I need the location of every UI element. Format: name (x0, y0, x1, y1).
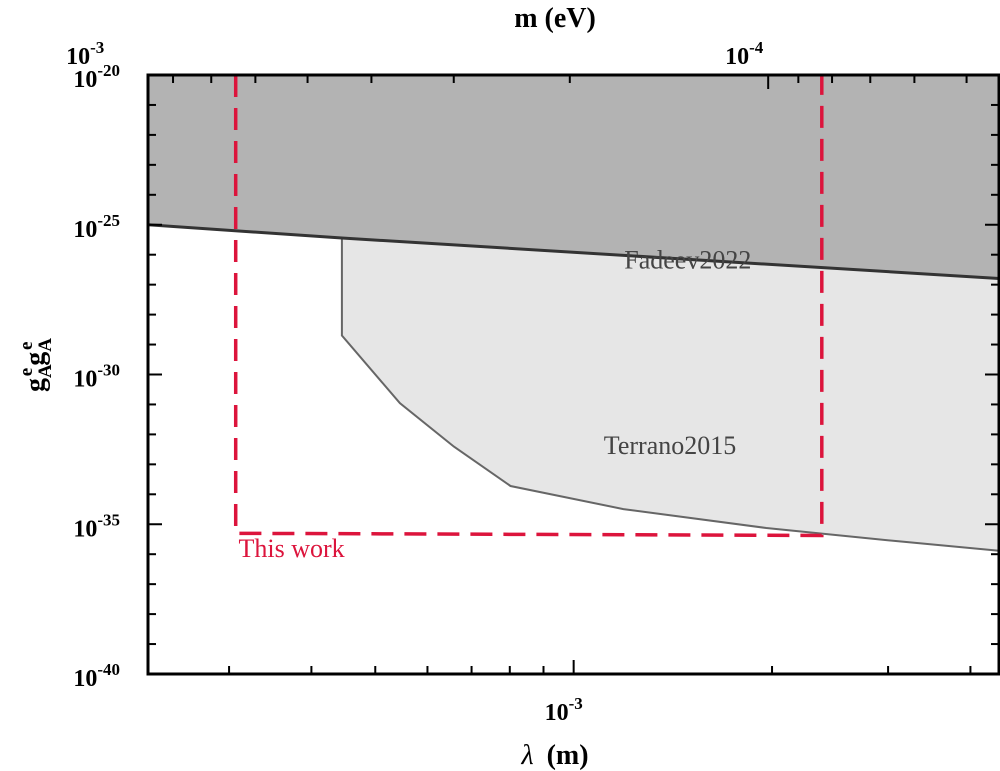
y-tick-label: 10-30 (73, 361, 120, 393)
terrano2015-label: Terrano2015 (604, 431, 736, 460)
x-axis-title: λ (m) (520, 740, 588, 771)
svg-text:gAegAe: gAegAe (16, 338, 56, 392)
x-tick-label: 10-3 (545, 694, 583, 726)
axis-ticks (148, 74, 999, 675)
terrano2015-region (341, 238, 999, 551)
fadeev2022-region (148, 75, 999, 279)
top-axis-title: m (eV) (514, 3, 596, 34)
terrano-label: Terrano2015 (604, 431, 736, 460)
fadeev2022-label: Fadeev2022 (624, 245, 751, 274)
x2-tick-label: 10-4 (725, 38, 764, 70)
x-axis-symbol: λ (520, 740, 533, 771)
fadeev-label: Fadeev2022 (624, 245, 751, 274)
y-tick-label: 10-20 (73, 61, 120, 93)
x-axis-unit: (m) (547, 740, 589, 771)
y-tick-label: 10-25 (73, 211, 120, 243)
y-axis-sub1: A (35, 364, 56, 378)
fadeev2022-curve (148, 223, 999, 280)
exclusion-regions (148, 75, 999, 552)
y-axis-g2: g (20, 352, 51, 366)
y-axis-sub2: A (35, 338, 56, 352)
axis-tick-labels: 10-20 10-25 10-30 10-35 10-40 10-3 10-3 10-4 (66, 38, 764, 726)
y-axis-g1: g (20, 378, 51, 392)
this-work-label-text: This work (239, 534, 345, 563)
y-axis-title: gAegAe (16, 338, 56, 392)
x2-tick-label: 10-3 (66, 38, 104, 70)
this-work-boundary (233, 75, 824, 538)
y-axis-sup1: e (16, 368, 37, 376)
y-tick-label: 10-40 (73, 660, 120, 692)
terrano2015-curve (340, 238, 999, 552)
y-tick-label: 10-35 (73, 510, 120, 542)
this-work-label: This work (239, 534, 345, 563)
y-axis-sup2: e (16, 342, 37, 350)
